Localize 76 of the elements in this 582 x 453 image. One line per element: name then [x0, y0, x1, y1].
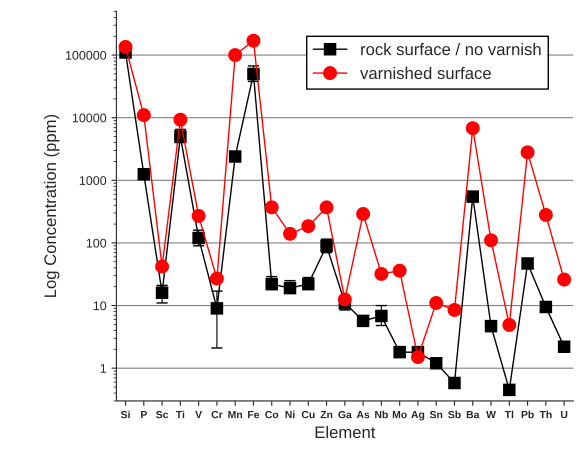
- point: [375, 310, 388, 322]
- y-tick-label: 1: [100, 364, 106, 373]
- point: [356, 314, 370, 328]
- point: [192, 208, 206, 223]
- x-tick-label: Pb: [522, 410, 534, 418]
- point: [138, 168, 150, 181]
- point: [466, 121, 480, 136]
- point: [448, 303, 462, 317]
- x-tick-label: Zn: [320, 411, 332, 418]
- point: [192, 232, 205, 244]
- point: [557, 272, 572, 287]
- x-tick-label: Nb: [375, 410, 388, 418]
- point: [484, 233, 498, 248]
- point: [558, 340, 570, 353]
- x-tick-label: U: [560, 411, 568, 418]
- point: [338, 292, 352, 306]
- x-tick-label: Ni: [286, 410, 294, 418]
- x-tick-label: Ti: [176, 410, 184, 418]
- point: [264, 200, 279, 214]
- point: [156, 286, 168, 300]
- point: [320, 200, 334, 214]
- point: [538, 208, 553, 222]
- point: [520, 145, 535, 160]
- x-tick-label: Co: [265, 410, 278, 418]
- point: [521, 257, 534, 270]
- point: [430, 356, 442, 370]
- point: [466, 190, 480, 203]
- point: [374, 266, 388, 281]
- x-tick-label: Mo: [392, 411, 407, 418]
- x-tick-label: As: [356, 411, 370, 418]
- x-tick-label: Th: [540, 410, 552, 418]
- point: [503, 384, 516, 396]
- x-tick-label: Si: [120, 410, 130, 418]
- x-tick-label: P: [141, 411, 147, 418]
- x-tick-label: Cu: [302, 410, 315, 418]
- y-tick-label: 10: [94, 301, 106, 310]
- x-tick-label: Cr: [212, 410, 223, 418]
- legend-label: rock surface / no varnish: [361, 42, 541, 56]
- point: [173, 112, 188, 127]
- point: [155, 260, 170, 274]
- point: [502, 318, 516, 332]
- point: [448, 376, 461, 390]
- point: [136, 108, 151, 122]
- x-tick-label: Mn: [228, 411, 242, 418]
- point: [210, 272, 224, 286]
- x-axis-title: Element: [316, 426, 376, 438]
- point: [210, 302, 224, 315]
- point: [283, 226, 297, 241]
- point: [228, 150, 242, 163]
- x-tick-label: Ba: [466, 411, 480, 418]
- x-tick-label: Fe: [248, 411, 260, 418]
- point: [410, 350, 425, 364]
- y-tick-label: 1000: [80, 176, 106, 185]
- x-tick-label: W: [486, 411, 496, 418]
- x-tick-label: Sc: [156, 410, 168, 418]
- y-tick-label: 10000: [72, 114, 106, 122]
- x-tick-label: Sn: [430, 410, 442, 418]
- x-tick-label: V: [195, 411, 202, 418]
- point: [118, 40, 132, 54]
- y-axis-title: Log Concentration (ppm): [44, 114, 60, 297]
- point: [393, 346, 406, 358]
- point: [540, 300, 552, 314]
- x-tick-label: Ag: [411, 410, 424, 420]
- y-tick-label: 100: [86, 238, 106, 248]
- x-tick-label: Sb: [448, 410, 461, 418]
- y-tick-label: 100000: [66, 50, 106, 60]
- point: [228, 48, 242, 62]
- point: [356, 207, 370, 221]
- point: [392, 264, 407, 278]
- x-tick-label: Ga: [338, 410, 352, 418]
- legend-label: varnished surface: [360, 66, 491, 80]
- point: [246, 34, 260, 48]
- point: [429, 296, 444, 310]
- x-tick-label: Tl: [504, 410, 514, 418]
- point: [301, 219, 316, 234]
- point: [484, 320, 498, 332]
